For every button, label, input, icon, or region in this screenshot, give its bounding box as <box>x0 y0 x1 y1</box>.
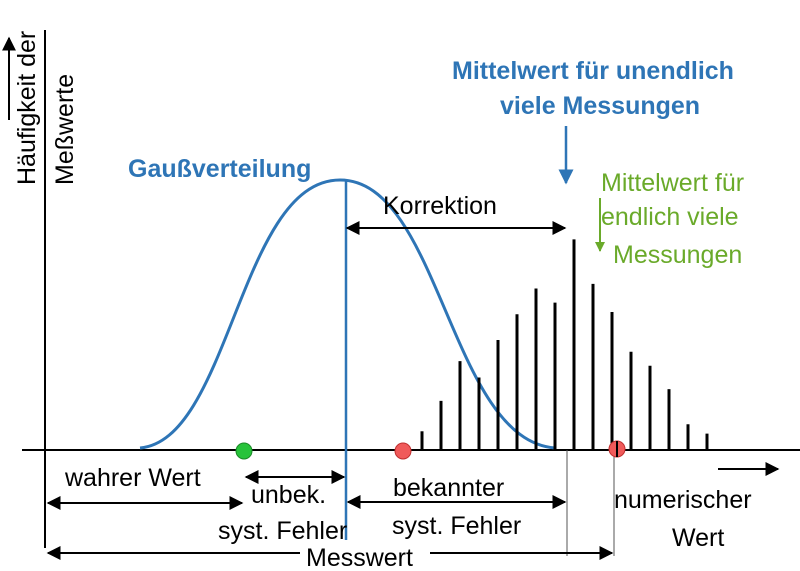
mean-finite-label-line3: Messungen <box>613 241 742 269</box>
histogram <box>420 239 709 450</box>
mean-finite-label-line2: endlich viele <box>601 203 739 231</box>
y-axis-label-line1: Häufigkeit der <box>13 31 41 185</box>
x-axis-label-line2: Wert <box>672 524 724 552</box>
wahrer-wert-label: wahrer Wert <box>64 464 201 492</box>
bekannter-label-line1: bekannter <box>393 474 504 502</box>
x-axis-label-line1: numerischer <box>614 486 752 514</box>
gauss-curve <box>139 178 556 450</box>
true-value-marker <box>235 442 253 460</box>
mean-finite-label-line1: Mittelwert für <box>601 169 744 197</box>
bekannter-label-line2: syst. Fehler <box>392 512 521 540</box>
y-axis-label-line2: Meßwerte <box>51 74 79 185</box>
corrected-value-marker <box>394 442 412 460</box>
messwert-label: Messwert <box>306 544 413 571</box>
unbek-label-line1: unbek. <box>251 481 326 509</box>
messwert-label-bg <box>300 540 430 571</box>
korrektion-label: Korrektion <box>383 192 497 220</box>
mean-infinite-label-line2: viele Messungen <box>500 92 700 120</box>
mean-infinite-label-line1: Mittelwert für unendlich <box>452 57 734 85</box>
gauss-label: Gaußverteilung <box>128 155 311 183</box>
